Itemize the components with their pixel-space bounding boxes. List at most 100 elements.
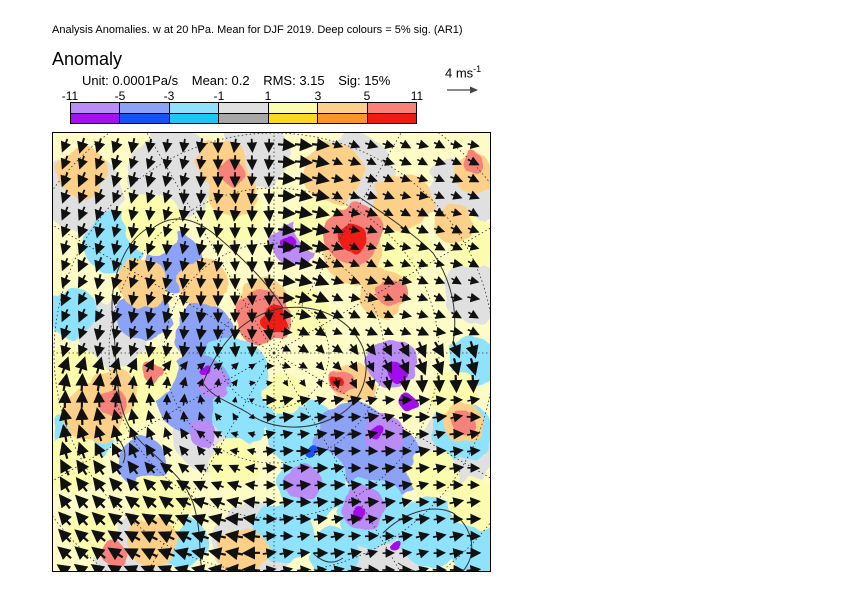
wind-vector: [269, 292, 270, 304]
reference-vector: 4 ms-1: [442, 62, 492, 102]
wind-vector: [331, 451, 343, 452]
wind-vector: [268, 206, 269, 220]
wind-vector: [433, 451, 445, 452]
wind-vector: [111, 479, 122, 491]
wind-vector: [269, 275, 270, 288]
wind-vector: [252, 326, 253, 338]
colorbar-swatch: [367, 114, 416, 124]
wind-vector: [278, 212, 294, 213]
wind-vector: [417, 313, 427, 316]
wind-vector: [76, 565, 89, 571]
wind-vector: [94, 479, 104, 492]
wind-vector: [110, 497, 122, 508]
wind-vector: [383, 144, 394, 147]
wind-vector: [165, 429, 169, 440]
colorbar-tick: -3: [164, 89, 175, 103]
wind-vector: [227, 518, 243, 519]
wind-vector: [333, 363, 340, 370]
wind-vector: [194, 500, 208, 505]
wind-vector: [278, 247, 294, 248]
wind-vector: [65, 392, 66, 408]
wind-vector: [314, 417, 325, 418]
wind-vector: [349, 297, 360, 299]
colorbar-swatch: [71, 114, 119, 124]
wind-vector: [473, 375, 474, 391]
wind-vector: [93, 496, 104, 507]
colorbar-swatch: [169, 114, 218, 124]
wind-vector: [315, 399, 326, 402]
wind-vector: [193, 568, 209, 571]
wind-vector: [235, 326, 236, 339]
wind-vector: [351, 344, 358, 354]
colorbar-swatch: [367, 103, 416, 113]
wind-vector: [278, 280, 294, 282]
wind-vector: [252, 275, 253, 288]
wind-vector: [433, 331, 444, 333]
wind-vector: [252, 240, 253, 254]
colorbar-tick: 11: [411, 89, 423, 103]
wind-vector: [450, 331, 461, 333]
colorbar-swatch: [119, 114, 168, 124]
wind-vector: [434, 279, 444, 283]
wind-vector: [218, 274, 219, 288]
wind-vector: [365, 570, 378, 571]
wind-vector: [268, 156, 269, 169]
wind-vector: [200, 240, 203, 254]
wind-vector: [183, 292, 184, 305]
wind-vector: [218, 343, 219, 355]
wind-vector: [314, 518, 326, 520]
wind-vector: [436, 359, 441, 374]
wind-vector: [263, 502, 275, 503]
polar-map: [53, 133, 490, 571]
wind-vector: [269, 257, 270, 270]
wind-vector: [417, 296, 427, 300]
wind-vector: [282, 347, 290, 351]
wind-vector: [468, 330, 478, 335]
wind-vector: [400, 142, 410, 147]
wind-vector: [434, 143, 444, 148]
wind-vector: [278, 178, 294, 179]
colorbar-swatch: [71, 103, 119, 113]
wind-vector: [382, 485, 394, 486]
wind-vector: [399, 553, 410, 554]
wind-vector: [246, 484, 257, 486]
colorbar-light-row: [71, 103, 416, 113]
wind-vector: [400, 314, 411, 316]
colorbar-tick: 5: [364, 89, 371, 103]
wind-vector: [201, 291, 202, 304]
wind-vector: [331, 417, 343, 418]
wind-vector: [245, 501, 260, 503]
wind-vector: [228, 500, 242, 503]
wind-vector: [184, 189, 185, 202]
wind-vector: [365, 501, 378, 502]
wind-vector: [399, 416, 411, 418]
wind-vector: [114, 138, 119, 151]
map-panel: [52, 132, 491, 572]
wind-vector: [201, 172, 202, 186]
colorbar-swatch: [169, 103, 218, 113]
wind-vector: [166, 326, 167, 338]
wind-vector: [349, 329, 359, 335]
colorbar-tick: -1: [214, 89, 225, 103]
wind-vector: [58, 566, 71, 572]
wind-vector: [82, 409, 83, 425]
sig-label: Sig: 15%: [338, 73, 390, 88]
wind-vector: [348, 536, 359, 537]
wind-vector: [315, 485, 326, 486]
wind-vector: [422, 375, 423, 391]
wind-vector: [235, 190, 236, 202]
wind-vector: [79, 257, 85, 270]
wind-vector: [282, 365, 290, 367]
wind-vector: [211, 499, 224, 504]
wind-vector: [148, 428, 153, 439]
wind-vector: [299, 364, 306, 368]
wind-vector: [166, 241, 167, 254]
wind-vector: [113, 445, 119, 458]
wind-vector: [365, 451, 376, 452]
wind-vector: [365, 468, 377, 469]
wind-vector: [349, 313, 359, 318]
wind-vector: [316, 345, 323, 352]
wind-vector: [278, 144, 294, 145]
wind-vector: [468, 144, 479, 146]
wind-vector: [194, 516, 209, 521]
